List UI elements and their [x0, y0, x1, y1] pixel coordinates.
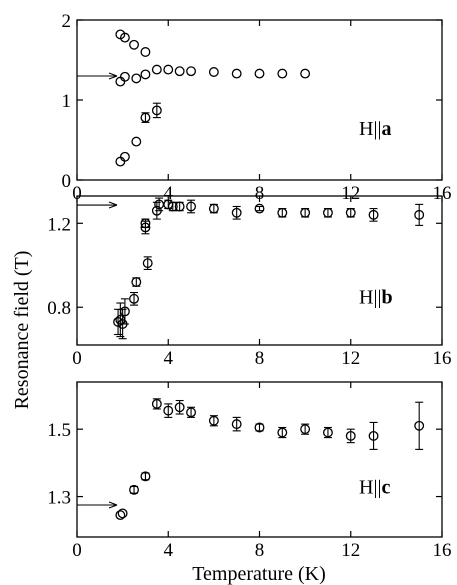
data-point [254, 68, 265, 79]
field-direction-label: H||a [359, 118, 391, 140]
reference-arrow [77, 201, 118, 209]
y-tick-label: 1.3 [47, 488, 71, 509]
data-point [345, 430, 356, 441]
x-tick-label: 8 [255, 348, 265, 369]
data-point [119, 151, 130, 162]
data-point [174, 201, 185, 212]
data-point [208, 67, 219, 77]
data-point [277, 207, 288, 218]
x-tick-label: 4 [164, 183, 174, 204]
data-point [131, 277, 142, 287]
field-direction-prefix: H|| [359, 118, 381, 140]
data-point [414, 420, 425, 431]
y-tick-label: 2 [62, 11, 72, 32]
data-point [174, 66, 185, 77]
data-point [142, 258, 153, 269]
y-tick-label: 1.5 [47, 420, 71, 441]
field-direction-axis: b [381, 286, 392, 308]
y-tick-label: 1.2 [47, 214, 71, 235]
data-point [277, 68, 288, 79]
x-tick-label: 8 [255, 540, 265, 561]
data-point [140, 69, 151, 80]
data-point [277, 427, 288, 438]
data-point [231, 419, 242, 430]
data-point [163, 64, 174, 75]
data-point [115, 510, 126, 521]
x-tick-label: 4 [164, 348, 174, 369]
field-direction-prefix: H|| [359, 286, 381, 308]
data-point [322, 427, 333, 438]
arrow-head [108, 72, 118, 80]
field-direction-label: H||b [359, 286, 393, 308]
y-tick-label: 0 [62, 171, 72, 192]
y-axis-title: Resonance field (T) [11, 251, 33, 410]
field-direction-axis: a [381, 118, 391, 140]
arrow-head [108, 501, 118, 509]
x-tick-label: 12 [341, 348, 360, 369]
x-axis-title: Temperature (K) [192, 563, 326, 585]
data-point [131, 73, 142, 84]
data-point [119, 71, 130, 82]
data-point [129, 484, 139, 495]
x-tick-label: 12 [341, 183, 360, 204]
x-tick-label: 8 [255, 183, 265, 204]
data-point [186, 201, 197, 212]
data-point [300, 207, 311, 218]
field-direction-label: H||c [359, 477, 390, 499]
data-point [186, 66, 197, 77]
field-direction-axis: c [381, 477, 390, 499]
data-point [231, 68, 242, 79]
data-point [151, 398, 162, 409]
data-point [129, 293, 139, 304]
data-point [167, 201, 178, 212]
data-point [254, 422, 265, 433]
data-point [151, 64, 162, 75]
data-point [208, 203, 219, 214]
data-point [163, 405, 174, 416]
data-point [117, 508, 128, 519]
data-point [129, 39, 139, 50]
data-point [186, 407, 197, 418]
data-point [368, 209, 379, 220]
arrow-head [108, 201, 118, 209]
data-point [131, 136, 142, 147]
data-point [140, 112, 151, 123]
x-tick-label: 4 [164, 540, 174, 561]
x-tick-label: 16 [433, 540, 452, 561]
data-point [119, 32, 130, 43]
data-point [151, 105, 162, 116]
x-tick-label: 16 [433, 183, 452, 204]
x-tick-label: 0 [72, 183, 82, 204]
reference-arrow [77, 72, 118, 80]
panel-c: 0 4 8 12 16 1.3 1.5 H||c [47, 381, 452, 561]
data-point [119, 306, 130, 317]
y-tick-label: 0.8 [47, 298, 71, 319]
data-point [300, 424, 311, 435]
data-point [368, 430, 379, 441]
x-tick-label: 0 [72, 348, 82, 369]
data-point [140, 47, 151, 57]
plot-frame [76, 381, 443, 538]
plot-frame [76, 19, 443, 181]
data-point [208, 415, 219, 426]
data-point [231, 207, 242, 218]
reference-arrow [77, 501, 118, 509]
data-point [345, 207, 356, 218]
field-direction-prefix: H|| [359, 477, 381, 499]
data-point [140, 471, 151, 482]
data-point [254, 203, 265, 214]
y-tick-label: 1 [62, 91, 72, 112]
x-tick-label: 0 [72, 540, 82, 561]
x-tick-label: 12 [341, 540, 360, 561]
panel-b: 0 4 8 12 16 0.8 1.2 H||b [47, 195, 452, 369]
data-point [414, 209, 425, 220]
data-point [174, 402, 185, 413]
data-point [300, 68, 311, 79]
x-tick-label: 16 [433, 348, 452, 369]
data-point [140, 218, 151, 229]
data-point [322, 207, 333, 218]
plot-frame [76, 195, 443, 346]
